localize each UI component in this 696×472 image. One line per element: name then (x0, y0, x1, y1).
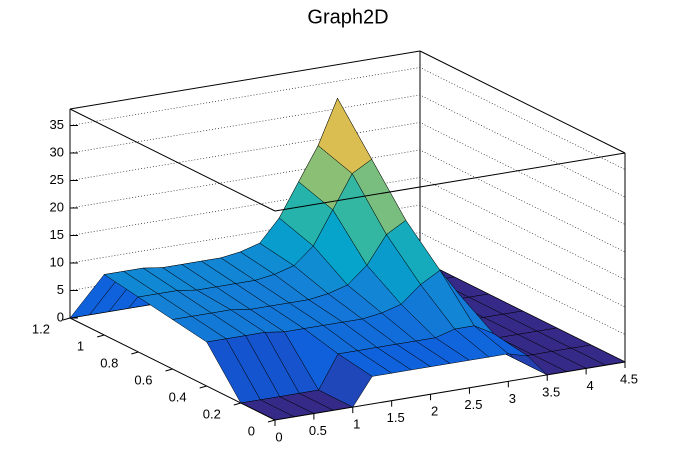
chart-title: Graph2D (307, 6, 388, 28)
grid-line (69, 232, 626, 335)
grid-line (69, 177, 626, 280)
y-tick-label: 0.6 (134, 372, 152, 387)
y-tick (233, 402, 241, 406)
grid-line (69, 94, 626, 198)
y-tick-label: 1 (77, 338, 84, 353)
box-edge (274, 152, 626, 212)
y-tick (62, 317, 71, 321)
grid-line (69, 67, 626, 170)
y-tick (199, 385, 207, 389)
y-tick (165, 368, 173, 372)
y-tick (131, 351, 139, 355)
z-tick-label: 35 (50, 117, 64, 132)
y-tick (97, 334, 105, 338)
y-tick-label: 1.2 (32, 321, 50, 336)
z-tick-label: 0 (57, 309, 64, 324)
x-tick-label: 4 (586, 378, 593, 393)
y-tick-label: 0.8 (100, 355, 118, 370)
z-tick-label: 10 (50, 254, 64, 269)
x-tick-label: 1.5 (387, 410, 405, 425)
z-tick-label: 30 (50, 144, 64, 159)
z-tick-label: 15 (50, 227, 64, 242)
x-tick-label: 4.5 (620, 371, 638, 386)
y-tick (267, 419, 276, 423)
box-edge (419, 50, 626, 154)
y-tick-label: 0 (248, 423, 255, 438)
y-tick-label: 0.4 (169, 389, 187, 404)
x-tick-label: 3 (509, 391, 516, 406)
box-edge (69, 108, 276, 212)
grid-line (69, 149, 626, 253)
x-tick-label: 3.5 (542, 384, 560, 399)
grid-line (69, 122, 626, 225)
x-tick-label: 2.5 (464, 397, 482, 412)
y-tick-label: 0.2 (203, 406, 221, 421)
x-tick-label: 1 (353, 417, 360, 432)
box-edge (69, 50, 421, 110)
z-tick-label: 20 (50, 199, 64, 214)
x-axis (274, 361, 626, 421)
z-tick-label: 5 (57, 282, 64, 297)
grid-line (69, 204, 626, 308)
x-tick-label: 2 (431, 404, 438, 419)
x-tick-label: 0 (275, 429, 282, 444)
x-tick-label: 0.5 (309, 423, 327, 438)
z-tick-label: 25 (50, 172, 64, 187)
